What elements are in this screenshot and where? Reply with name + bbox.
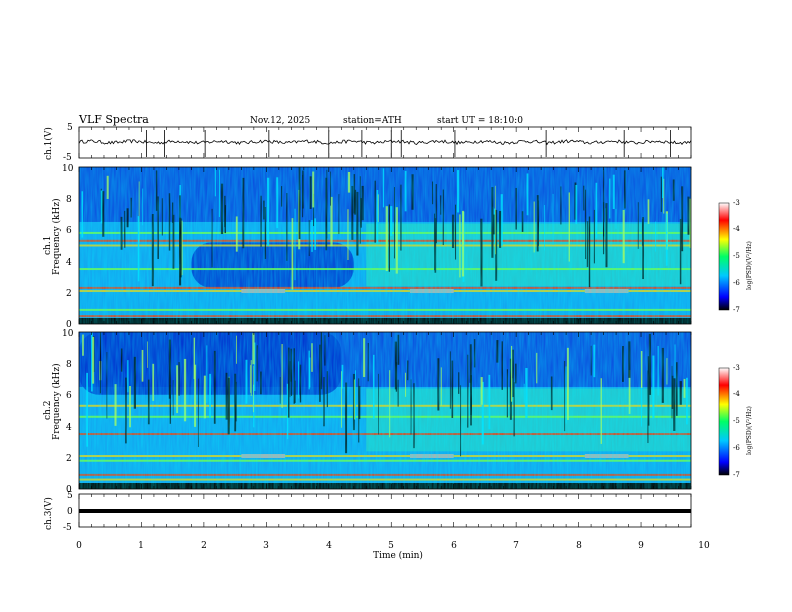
xtick-2: 2	[201, 541, 207, 551]
ch1-ytick-10: 10	[62, 164, 74, 174]
ch1-spectrogram-noise	[79, 167, 691, 324]
colorbar-ch2-tick-minus6: -6	[733, 444, 740, 452]
ch2-spectrogram-ticks	[78, 332, 692, 489]
ch2-ytick-2: 2	[66, 454, 72, 464]
ch3-ytick-top: 5	[67, 491, 73, 501]
xtick-10: 10	[698, 541, 710, 551]
ch1-waveform-trace	[78, 139, 692, 146]
ch1-ytick-8: 8	[66, 195, 72, 205]
ch1-waveform-frame	[78, 126, 692, 159]
ch1-spectrogram-ticks	[78, 167, 692, 324]
ch1-spectrogram-panel: 10 8 6 4 2 0 ch.1 Frequency (kHz)	[43, 164, 692, 330]
xtick-1: 1	[138, 541, 144, 551]
ch1-ytick-bottom: -5	[63, 153, 72, 163]
xtick-5: 5	[388, 541, 394, 551]
ch3-waveform-trace	[79, 509, 691, 513]
colorbar-ch1-bar	[718, 202, 730, 311]
figure-title: VLF Spectra	[78, 113, 149, 126]
ch1-spectrogram-frame	[78, 166, 692, 325]
date-label: Nov.12, 2025	[250, 116, 311, 126]
ch1-frequency-label: Frequency (kHz)	[51, 198, 62, 275]
ch3-ytick-mid: 0	[67, 507, 73, 517]
colorbar-ch2-tick-minus7: -7	[733, 471, 740, 479]
ch2-ytick-0: 0	[66, 485, 72, 495]
xtick-0: 0	[76, 541, 82, 551]
ch2-ytick-8: 8	[66, 360, 72, 370]
ch2-ytick-4: 4	[66, 423, 72, 433]
ch1-ytick-top: 5	[67, 123, 73, 133]
ch1-ytick-4: 4	[66, 258, 72, 268]
xtick-4: 4	[326, 541, 332, 551]
ch3-ylabel: ch.3(V)	[43, 497, 54, 530]
colorbar-ch1-label: log(PSD)(V²/Hz)	[746, 241, 753, 290]
colorbar-ch1-tick-minus3: -3	[733, 199, 740, 207]
ch1-waveform-spikes	[146, 130, 671, 157]
xtick-6: 6	[451, 541, 457, 551]
ch1-channel-label: ch.1	[43, 236, 53, 255]
ch2-ytick-10: 10	[62, 329, 74, 339]
ch2-channel-label: ch.2	[43, 401, 53, 420]
ch2-ytick-6: 6	[66, 391, 72, 401]
colorbar-ch2-label: log(PSD)(V²/Hz)	[746, 406, 753, 455]
station-label: station=ATH	[343, 116, 402, 126]
time-axis: 0 1 2 3 4 5 6 7 8 9 10 Time (min)	[76, 541, 710, 561]
ch3-waveform-panel: 5 0 -5 ch.3(V)	[43, 491, 692, 533]
xtick-3: 3	[263, 541, 269, 551]
colorbar-ch2-tick-minus3: -3	[733, 364, 740, 372]
ch1-waveform-ticks	[78, 127, 692, 158]
colorbar-ch1-tick-minus6: -6	[733, 279, 740, 287]
colorbar-ch2-bar	[718, 367, 730, 476]
colorbar-ch2-tick-minus5: -5	[733, 417, 740, 425]
colorbar-ch2-tick-minus4: -4	[733, 390, 740, 398]
colorbar-ch1: -3 -4 -5 -6 -7 log(PSD)(V²/Hz)	[718, 199, 753, 314]
ch1-ytick-2: 2	[66, 289, 72, 299]
ch1-waveform-panel: 5 -5 ch.1(V)	[43, 123, 692, 163]
xtick-7: 7	[513, 541, 519, 551]
colorbar-ch1-tick-minus5: -5	[733, 252, 740, 260]
ch1-ylabel: ch.1(V)	[43, 127, 54, 160]
ch3-ytick-bottom: -5	[63, 523, 72, 533]
ch2-spectrogram-frame	[78, 331, 692, 490]
start-time-label: start UT = 18:10:0	[437, 116, 523, 126]
ch3-waveform-ticks	[78, 494, 692, 527]
ch2-spectrogram-panel: 10 8 6 4 2 0 ch.2 Frequency (kHz)	[43, 329, 692, 495]
xtick-9: 9	[638, 541, 644, 551]
colorbar-ch1-tick-minus4: -4	[733, 225, 740, 233]
ch1-ytick-0: 0	[66, 320, 72, 330]
ch2-frequency-label: Frequency (kHz)	[51, 363, 62, 440]
x-axis-label: Time (min)	[373, 550, 423, 561]
ch1-ytick-6: 6	[66, 226, 72, 236]
ch2-spectrogram-noise	[79, 332, 691, 489]
colorbar-ch2: -3 -4 -5 -6 -7 log(PSD)(V²/Hz)	[718, 364, 753, 479]
xtick-8: 8	[576, 541, 582, 551]
colorbar-ch1-tick-minus7: -7	[733, 306, 740, 314]
